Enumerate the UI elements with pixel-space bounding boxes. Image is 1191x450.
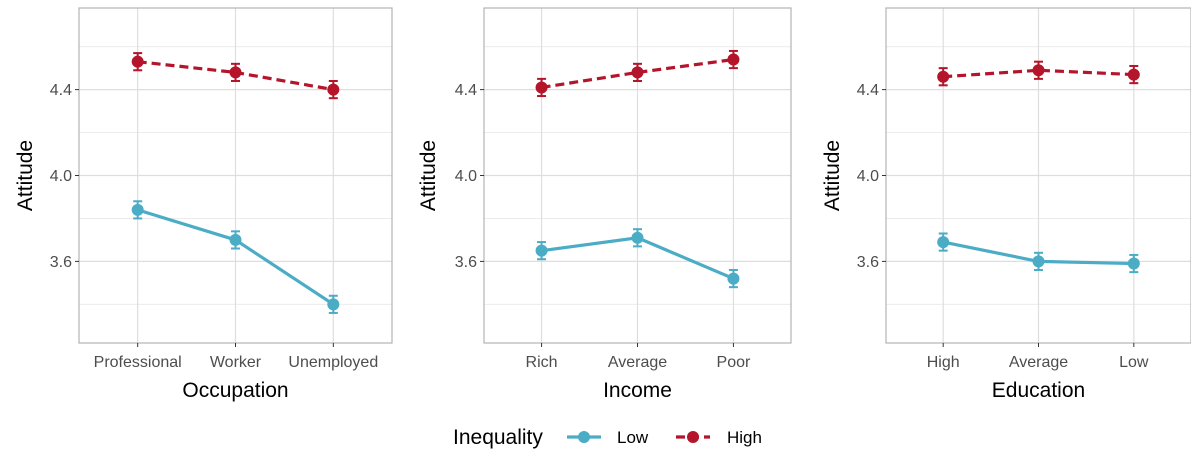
x-axis-title: Occupation xyxy=(182,379,288,402)
x-tick-label: Average xyxy=(608,354,667,371)
panel-3: 3.6 4.0 4.4 High Average Low Education Attitude xyxy=(821,7,1191,402)
legend-marker xyxy=(687,431,699,443)
panel-2: 3.6 4.0 4.4 Rich Average Poor Income Attitude xyxy=(417,7,792,402)
y-tick-label: 4.0 xyxy=(50,168,72,185)
y-tick-label: 3.6 xyxy=(50,254,72,271)
legend-label: High xyxy=(727,428,762,447)
series-line xyxy=(943,68,1134,79)
x-tick-label: Professional xyxy=(94,354,182,371)
x-tick-label: Poor xyxy=(717,354,751,371)
panel-1: 3.6 4.0 4.4 Professional Worker UnemployedOcc… xyxy=(14,7,393,402)
x-tick-label: Unemployed xyxy=(288,354,378,371)
legend-title: Inequality xyxy=(453,426,543,449)
x-tick-label: Low xyxy=(1119,354,1149,371)
data-point xyxy=(937,70,950,83)
y-tick-label: 4.4 xyxy=(50,82,72,99)
series-high xyxy=(131,52,340,100)
y-axis-title: Attitude xyxy=(821,140,844,211)
series-high xyxy=(937,60,1140,87)
legend-label: Low xyxy=(617,428,649,447)
legend-key-high xyxy=(676,431,710,443)
y-tick-label: 3.6 xyxy=(857,254,879,271)
series-line xyxy=(541,57,734,90)
legend: Inequality Low High xyxy=(453,426,762,449)
x-tick-label: Average xyxy=(1009,354,1068,371)
x-tick-label: Worker xyxy=(210,354,262,371)
data-point xyxy=(131,203,144,216)
y-axis-title: Attitude xyxy=(14,140,37,211)
x-axis-title: Income xyxy=(603,379,672,402)
data-point xyxy=(535,244,548,257)
data-point xyxy=(631,231,644,244)
series-low xyxy=(937,232,1140,274)
data-point xyxy=(229,233,242,246)
data-point xyxy=(727,272,740,285)
y-tick-label: 3.6 xyxy=(455,254,477,271)
series-low xyxy=(535,228,740,289)
data-point xyxy=(535,81,548,94)
data-point xyxy=(727,53,740,66)
data-point xyxy=(1127,257,1140,270)
y-tick-label: 4.4 xyxy=(857,82,879,99)
data-point xyxy=(937,236,950,249)
series-high xyxy=(535,49,740,98)
x-axis-title: Education xyxy=(992,379,1085,402)
series-low xyxy=(131,200,340,314)
data-point xyxy=(131,55,144,68)
data-point xyxy=(327,83,340,96)
y-tick-label: 4.0 xyxy=(857,168,879,185)
data-point xyxy=(229,66,242,79)
data-point xyxy=(1127,68,1140,81)
legend-marker xyxy=(578,431,590,443)
x-tick-label: Rich xyxy=(526,354,558,371)
data-point xyxy=(327,298,340,311)
y-tick-label: 4.0 xyxy=(455,168,477,185)
y-axis-title: Attitude xyxy=(417,140,440,211)
y-tick-label: 4.4 xyxy=(455,82,477,99)
legend-key-low xyxy=(567,431,601,443)
data-point xyxy=(1032,255,1045,268)
x-tick-label: High xyxy=(927,354,960,371)
data-point xyxy=(631,66,644,79)
data-point xyxy=(1032,64,1045,77)
